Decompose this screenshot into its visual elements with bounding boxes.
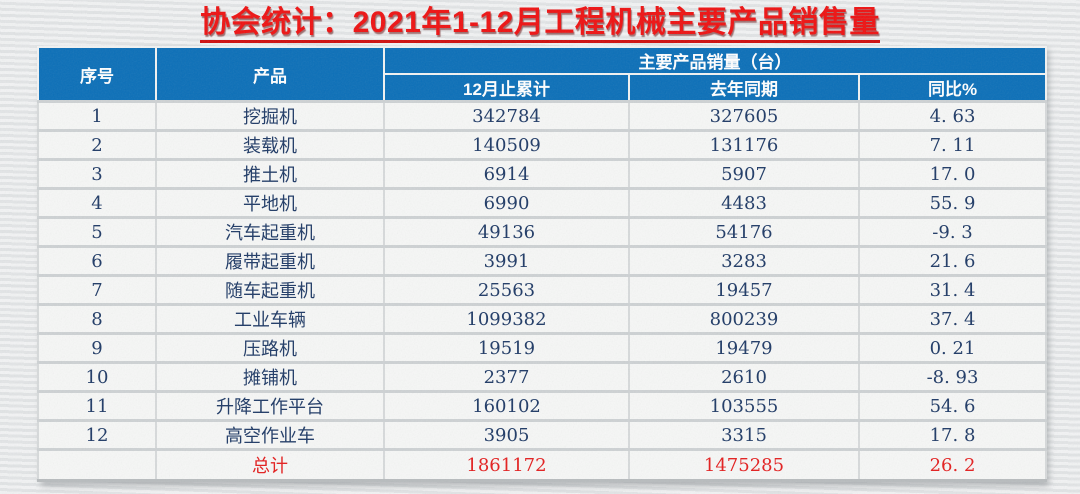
cell-yoy: 21. 6 [857, 245, 1048, 276]
cell-yoy: 17. 0 [857, 158, 1048, 189]
cell-product: 摊铺机 [155, 361, 385, 392]
cell-last-year: 19479 [628, 332, 860, 363]
table-body: 1 挖掘机 342784 327605 4. 63 2 装载机 140509 1… [37, 100, 1048, 482]
table-row: 1 挖掘机 342784 327605 4. 63 [37, 100, 1048, 131]
cell-cumulative: 160102 [383, 390, 630, 421]
cell-total-cumulative: 1861172 [383, 448, 630, 482]
cell-serial: 11 [37, 390, 157, 421]
table-row: 5 汽车起重机 49136 54176 -9. 3 [37, 216, 1048, 247]
cell-serial: 7 [37, 274, 157, 305]
cell-last-year: 800239 [628, 303, 860, 334]
slide-title-text: 协会统计：2021年1-12月工程机械主要产品销售量 [200, 6, 880, 43]
cell-last-year: 103555 [628, 390, 860, 421]
header-row-group: 序号 产品 主要产品销量（台） [37, 46, 1048, 103]
cell-product: 升降工作平台 [155, 390, 385, 421]
cell-cumulative: 25563 [383, 274, 630, 305]
cell-product: 工业车辆 [155, 303, 385, 334]
cell-yoy: 0. 21 [857, 332, 1048, 363]
cell-cumulative: 342784 [383, 100, 630, 131]
sales-table-grid: 序号 产品 主要产品销量（台） 12月止累计 去年同期 同比% 1 挖掘机 34… [37, 46, 1048, 482]
cell-last-year: 54176 [628, 216, 860, 247]
table-total-row: 总计 1861172 1475285 26. 2 [37, 448, 1048, 482]
table-row: 3 推土机 6914 5907 17. 0 [37, 158, 1048, 189]
header-last-year: 去年同期 [628, 73, 860, 103]
table-row: 12 高空作业车 3905 3315 17. 8 [37, 419, 1048, 450]
cell-product: 平地机 [155, 187, 385, 218]
cell-yoy: -9. 3 [857, 216, 1048, 247]
cell-product: 推土机 [155, 158, 385, 189]
cell-product: 履带起重机 [155, 245, 385, 276]
cell-serial: 6 [37, 245, 157, 276]
cell-cumulative: 19519 [383, 332, 630, 363]
cell-serial: 4 [37, 187, 157, 218]
cell-yoy: 55. 9 [857, 187, 1048, 218]
header-product: 产品 [155, 46, 385, 103]
cell-product: 随车起重机 [155, 274, 385, 305]
table-row: 2 装载机 140509 131176 7. 11 [37, 129, 1048, 160]
table-row: 9 压路机 19519 19479 0. 21 [37, 332, 1048, 363]
cell-yoy: 31. 4 [857, 274, 1048, 305]
table-row: 6 履带起重机 3991 3283 21. 6 [37, 245, 1048, 276]
cell-last-year: 327605 [628, 100, 860, 131]
cell-last-year: 4483 [628, 187, 860, 218]
cell-last-year: 3283 [628, 245, 860, 276]
cell-last-year: 5907 [628, 158, 860, 189]
table-row: 11 升降工作平台 160102 103555 54. 6 [37, 390, 1048, 421]
cell-cumulative: 3905 [383, 419, 630, 450]
slide-title: 协会统计：2021年1-12月工程机械主要产品销售量 [0, 6, 1080, 43]
table-row: 4 平地机 6990 4483 55. 9 [37, 187, 1048, 218]
cell-yoy: 4. 63 [857, 100, 1048, 131]
cell-yoy: 54. 6 [857, 390, 1048, 421]
cell-product: 压路机 [155, 332, 385, 363]
header-sales-group: 主要产品销量（台） [382, 46, 1048, 75]
cell-serial: 1 [37, 100, 157, 131]
cell-last-year: 2610 [628, 361, 860, 392]
cell-cumulative: 2377 [383, 361, 630, 392]
cell-last-year: 131176 [628, 129, 860, 160]
cell-cumulative: 140509 [383, 129, 630, 160]
cell-cumulative: 6990 [383, 187, 630, 218]
cell-last-year: 3315 [628, 419, 860, 450]
cell-cumulative: 1099382 [383, 303, 630, 334]
cell-serial-empty [37, 448, 157, 482]
cell-serial: 2 [37, 129, 157, 160]
cell-cumulative: 49136 [383, 216, 630, 247]
table-row: 10 摊铺机 2377 2610 -8. 93 [37, 361, 1048, 392]
cell-yoy: 7. 11 [857, 129, 1048, 160]
cell-product: 高空作业车 [155, 419, 385, 450]
header-yoy: 同比% [857, 73, 1048, 103]
cell-cumulative: 6914 [383, 158, 630, 189]
cell-serial: 3 [37, 158, 157, 189]
cell-total-last-year: 1475285 [628, 448, 860, 482]
header-cumulative: 12月止累计 [383, 73, 630, 103]
cell-product: 装载机 [155, 129, 385, 160]
cell-cumulative: 3991 [383, 245, 630, 276]
table-row: 7 随车起重机 25563 19457 31. 4 [37, 274, 1048, 305]
cell-serial: 9 [37, 332, 157, 363]
cell-yoy: -8. 93 [857, 361, 1048, 392]
header-serial: 序号 [37, 46, 157, 103]
cell-product: 汽车起重机 [155, 216, 385, 247]
table-row: 8 工业车辆 1099382 800239 37. 4 [37, 303, 1048, 334]
cell-serial: 10 [37, 361, 157, 392]
cell-serial: 8 [37, 303, 157, 334]
cell-yoy: 37. 4 [857, 303, 1048, 334]
cell-total-yoy: 26. 2 [857, 448, 1048, 482]
sales-table: 序号 产品 主要产品销量（台） 12月止累计 去年同期 同比% 1 挖掘机 34… [37, 46, 1048, 482]
cell-product: 挖掘机 [155, 100, 385, 131]
cell-serial: 5 [37, 216, 157, 247]
cell-last-year: 19457 [628, 274, 860, 305]
cell-total-label: 总计 [155, 448, 385, 482]
table-header: 序号 产品 主要产品销量（台） 12月止累计 去年同期 同比% [37, 46, 1048, 103]
cell-yoy: 17. 8 [857, 419, 1048, 450]
cell-serial: 12 [37, 419, 157, 450]
